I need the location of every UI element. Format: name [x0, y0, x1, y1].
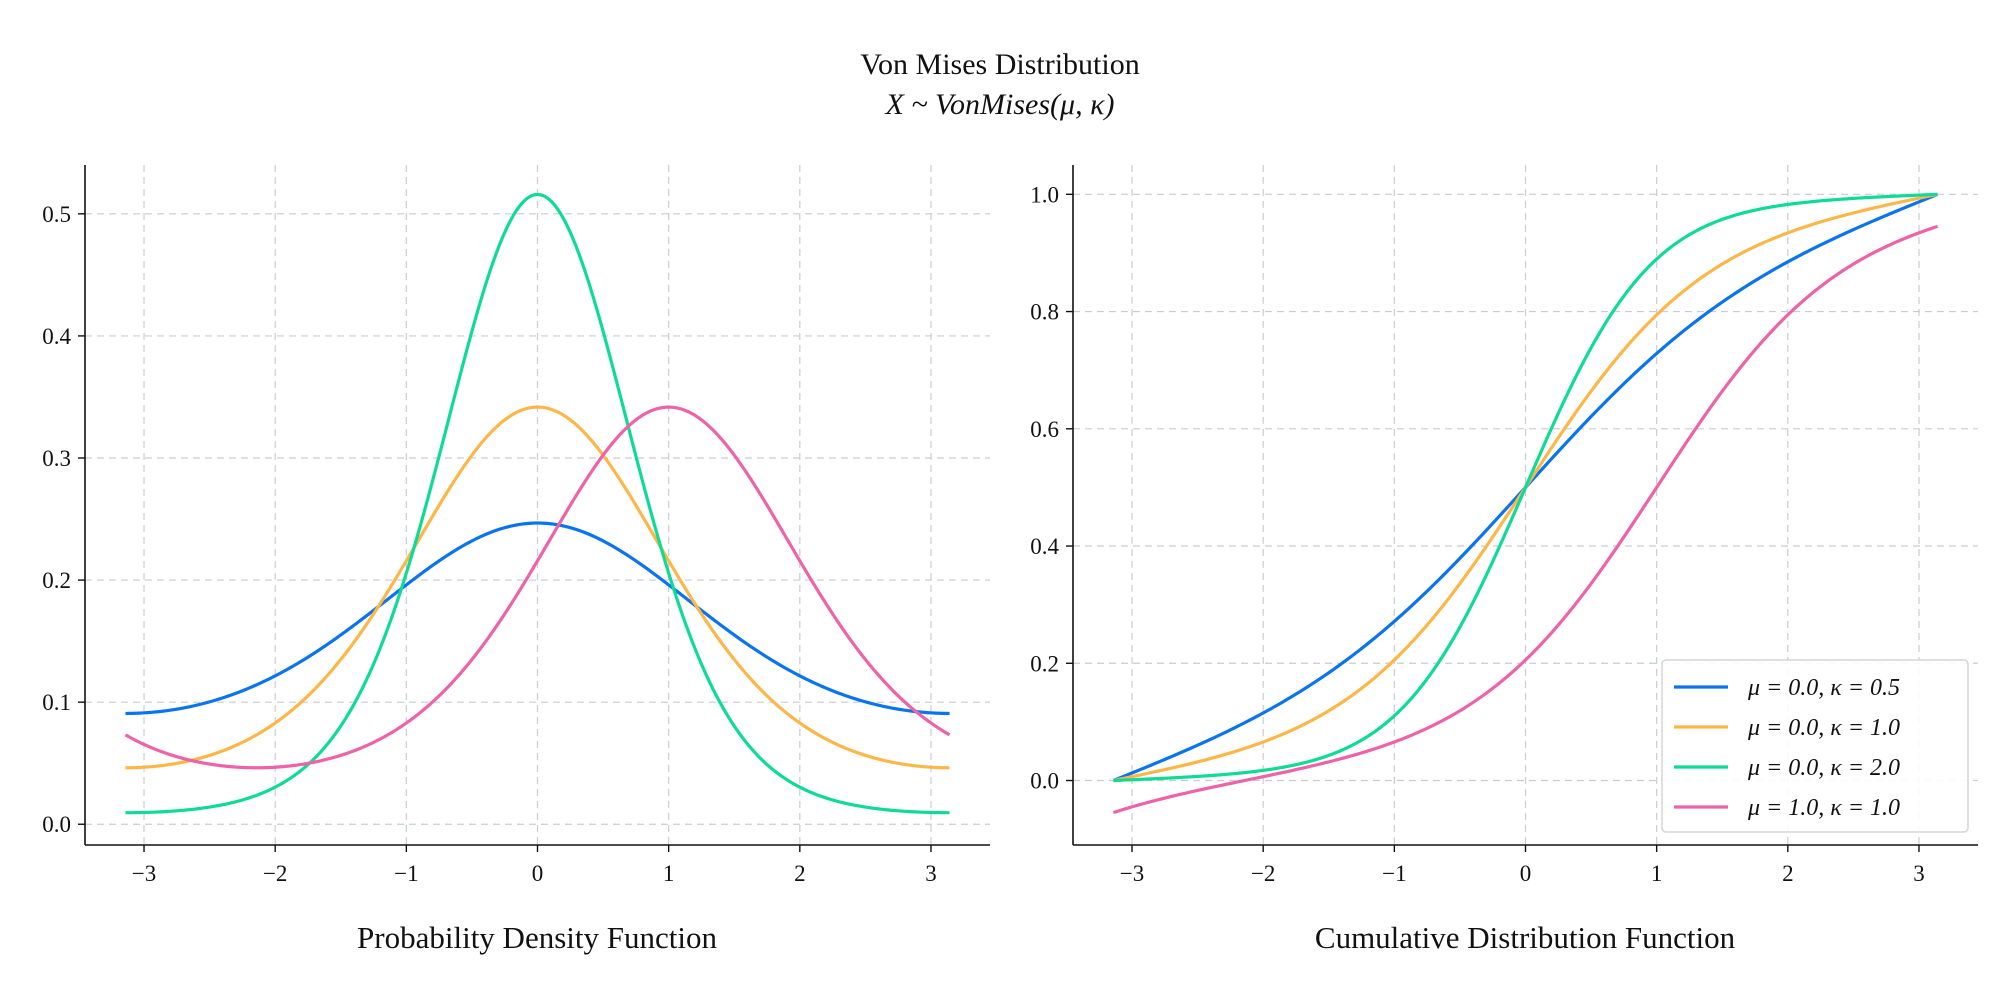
chart-panel-2: −3 −2 −1 0 1 2 3 0.0 0.2 0.4 0.6 0.8 1.0 Cumulative D…: [1030, 165, 1978, 955]
y-tick-label: 0.2: [42, 568, 71, 593]
x-tick-label: −3: [1120, 861, 1144, 886]
figure-subtitle: X ~ VonMises(μ, κ): [885, 88, 1115, 121]
x-tick-label: −2: [1251, 861, 1275, 886]
y-tick-label: 0.3: [42, 446, 71, 471]
legend: μ = 0.0, κ = 0.5 μ = 0.0, κ = 1.0 μ = 0.0,…: [1661, 659, 1969, 833]
x-tick-label: −2: [263, 861, 287, 886]
legend-label: μ = 0.0, κ = 1.0: [1747, 715, 1900, 741]
series-line-2: [125, 405, 950, 770]
y-tick-label: 0.8: [1030, 300, 1059, 325]
y-tick-label: 1.0: [1030, 182, 1059, 207]
panel-title: Probability Density Function: [357, 920, 717, 955]
legend-label: μ = 1.0, κ = 1.0: [1747, 795, 1900, 821]
panel-title: Cumulative Distribution Function: [1315, 920, 1736, 955]
y-tick-label: 0.0: [1030, 769, 1059, 794]
x-tick-label: 3: [1913, 861, 1925, 886]
legend-label: μ = 0.0, κ = 2.0: [1747, 755, 1900, 781]
y-tick-label: 0.2: [1030, 651, 1059, 676]
y-tick-label: 0.6: [1030, 417, 1059, 442]
legend-label: μ = 0.0, κ = 0.5: [1747, 675, 1900, 701]
x-tick-label: −3: [132, 861, 156, 886]
figure-title: Von Mises Distribution: [860, 48, 1140, 81]
x-tick-label: 3: [925, 861, 937, 886]
y-tick-label: 0.4: [1030, 534, 1059, 559]
series-line-3: [125, 192, 950, 815]
chart-panel-1: −3 −2 −1 0 1 2 3 0.0 0.1 0.2 0.3 0.4 0.5 Probability …: [42, 165, 990, 955]
x-tick-label: 1: [663, 861, 675, 886]
y-tick-label: 0.5: [42, 202, 71, 227]
series-line-3: [1113, 192, 1938, 783]
y-tick-label: 0.4: [42, 324, 71, 349]
x-tick-label: 0: [1520, 861, 1532, 886]
x-tick-label: −1: [394, 861, 418, 886]
x-tick-label: 1: [1651, 861, 1663, 886]
legend-box: [1661, 659, 1969, 833]
series-line-1: [125, 521, 950, 716]
x-tick-label: 2: [794, 861, 806, 886]
x-tick-label: −1: [1382, 861, 1406, 886]
x-tick-label: 0: [532, 861, 544, 886]
series-line-4: [1112, 224, 1939, 815]
x-tick-label: 2: [1782, 861, 1794, 886]
y-tick-label: 0.1: [42, 690, 71, 715]
series-line-4: [124, 405, 951, 770]
y-tick-label: 0.0: [42, 812, 71, 837]
